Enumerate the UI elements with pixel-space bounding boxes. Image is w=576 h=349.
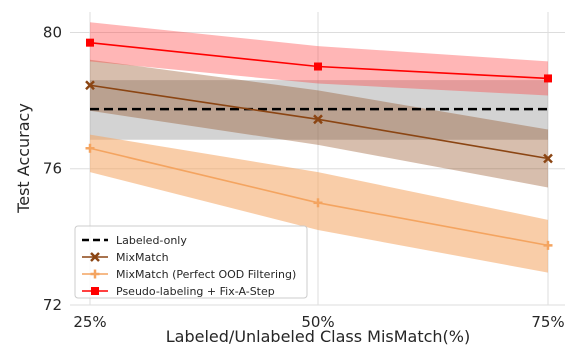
legend-label-3: Pseudo-labeling + Fix-A-Step xyxy=(116,285,275,298)
y-tick-labels: 72 76 80 xyxy=(43,23,62,314)
marker-series-3-0 xyxy=(86,38,94,47)
band-series-3 xyxy=(90,22,548,96)
legend-marker-3 xyxy=(91,287,99,295)
x-tick-label-2: 75% xyxy=(531,313,564,331)
x-axis-label: Labeled/Unlabeled Class MisMatch(%) xyxy=(166,327,470,346)
legend-label-0: Labeled-only xyxy=(116,234,187,247)
marker-series-2-0 xyxy=(85,143,95,153)
y-tick-label-1: 76 xyxy=(43,160,62,178)
marker-series-3-1 xyxy=(314,62,322,71)
legend-marker-2 xyxy=(90,269,100,279)
x-tick-label-0: 25% xyxy=(73,313,106,331)
marker-series-2-2 xyxy=(543,240,553,250)
legend-frame xyxy=(74,225,308,299)
legend-label-1: MixMatch xyxy=(116,251,169,264)
legend-label-2: MixMatch (Perfect OOD Filtering) xyxy=(116,268,296,281)
y-axis-label: Test Accuracy xyxy=(14,103,33,214)
legend: Labeled-only MixMatch MixMatch (Perfect OO… xyxy=(74,225,308,299)
band-series-1 xyxy=(90,59,548,188)
y-tick-label-0: 72 xyxy=(43,296,62,314)
legend-marker-1 xyxy=(90,252,100,262)
marker-series-1-0 xyxy=(85,80,95,91)
x-tick-labels: 25% 50% 75% xyxy=(73,313,564,331)
marker-series-1-1 xyxy=(313,114,323,125)
marker-series-2-1 xyxy=(313,198,323,208)
series-markers xyxy=(85,38,553,250)
marker-series-3-2 xyxy=(544,74,552,83)
x-tick-label-1: 50% xyxy=(301,313,334,331)
y-tick-label-2: 80 xyxy=(43,23,62,41)
marker-series-1-2 xyxy=(543,153,553,164)
